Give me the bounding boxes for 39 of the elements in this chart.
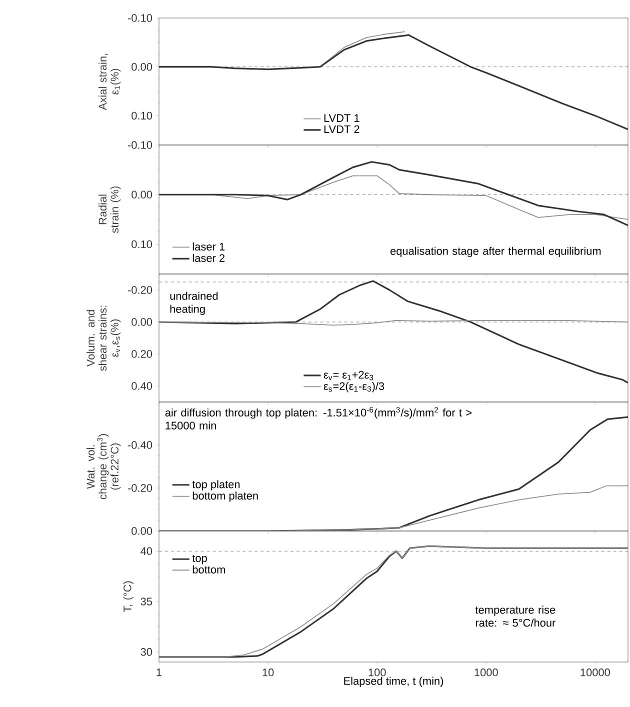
legend-label: ε$_{v}$= ε$_{1}$+2ε$_{3}$ <box>324 370 374 380</box>
legend-label: LVDT 1 <box>324 114 360 122</box>
y-tick-label: 0.00 <box>132 62 152 71</box>
x-axis-title: Elapsed time, t (min) <box>344 676 444 688</box>
y-tick-label: -0.20 <box>128 286 152 294</box>
y-tick-label: 0.10 <box>132 240 152 248</box>
y-tick-label: 30 <box>140 648 152 656</box>
legend-label: laser 2 <box>192 254 224 262</box>
legend-label: ε$_{s}$=2(ε$_{1}$-ε$_{3}$)/3 <box>324 382 384 392</box>
legend-label: laser 1 <box>192 242 225 251</box>
y-axis-title: T, (°C) <box>123 581 134 612</box>
y-tick-label: 0.10 <box>132 112 152 120</box>
legend-label: bottom <box>192 565 225 574</box>
x-tick-label: 10 <box>262 668 274 676</box>
y-tick-label: 0.20 <box>132 350 152 358</box>
y-tick-label: -0.10 <box>128 141 152 149</box>
x-tick-label: 1000 <box>474 668 498 676</box>
legend-label: top <box>192 554 207 564</box>
y-tick-label: -0.20 <box>128 484 152 492</box>
y-axis-title: Wat. vol. change (cm$^{3}$) (ref.22°C) <box>86 434 121 500</box>
legend-label: LVDT 2 <box>324 125 360 133</box>
text: air diffusion through top platen: -1.51×10$^{-6}$(mm$^{3}$/s)/mm$^{2}$ for t > 15000 min <box>165 407 472 430</box>
annotation: temperature rise rate: ≈ 5°C/hour <box>475 606 556 627</box>
annotation: undrained heating <box>170 292 218 316</box>
x-tick-label: 10000 <box>580 668 610 676</box>
y-tick-label: -0.40 <box>128 441 152 449</box>
annotation: equalisation stage after thermal equilibrium <box>390 246 601 258</box>
y-tick-label: 0.40 <box>132 382 152 390</box>
y-tick-label: 40 <box>140 547 152 556</box>
legend-label: bottom platen <box>192 492 258 502</box>
y-tick-label: 35 <box>140 598 152 606</box>
y-tick-label: 0.00 <box>132 527 152 535</box>
y-tick-label: 0.00 <box>132 318 152 326</box>
x-tick-label: 1 <box>156 668 162 676</box>
y-tick-label: -0.10 <box>128 14 152 22</box>
x-tick-label: 100 <box>368 668 386 676</box>
y-tick-label: 0.00 <box>132 190 152 198</box>
y-axis-title: Radial strain (%) <box>98 186 121 233</box>
legend-label: top platen <box>192 480 240 490</box>
